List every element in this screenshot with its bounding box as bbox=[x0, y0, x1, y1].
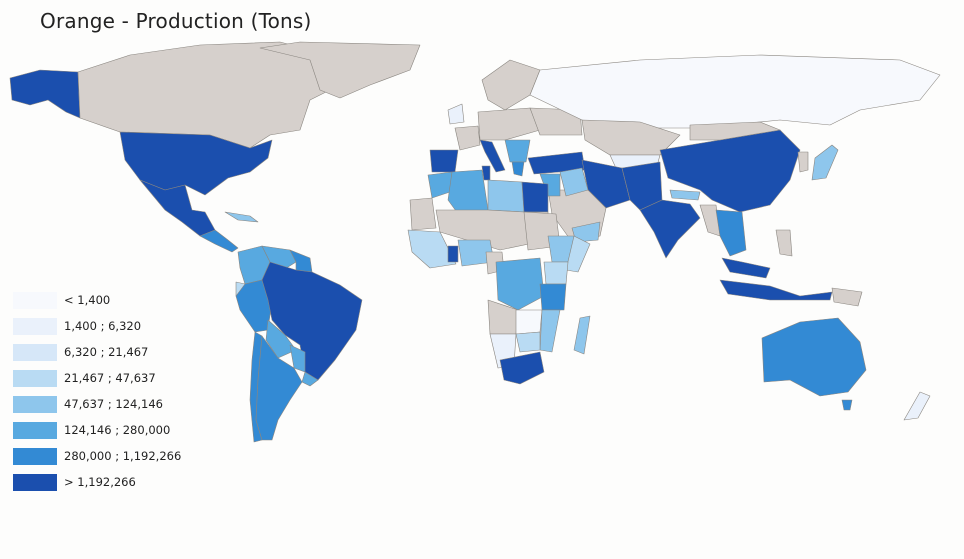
legend-item: 124,146 ; 280,000 bbox=[13, 417, 213, 443]
region-myanmar[interactable] bbox=[699, 204, 721, 237]
region-central-europe[interactable] bbox=[477, 107, 541, 141]
legend-label: 124,146 ; 280,000 bbox=[64, 423, 171, 437]
region-tasmania[interactable] bbox=[841, 399, 853, 411]
legend-item: 21,467 ; 47,637 bbox=[13, 365, 213, 391]
legend-swatch bbox=[13, 421, 57, 439]
region-zambia[interactable] bbox=[515, 309, 543, 335]
legend-item: 47,637 ; 124,146 bbox=[13, 391, 213, 417]
region-west-africa[interactable] bbox=[407, 229, 457, 269]
legend-item: 6,320 ; 21,467 bbox=[13, 339, 213, 365]
legend-label: > 1,192,266 bbox=[64, 475, 136, 489]
map-legend: < 1,400 1,400 ; 6,320 6,320 ; 21,467 21,… bbox=[13, 287, 213, 495]
region-greenland[interactable] bbox=[259, 41, 421, 99]
region-alaska[interactable] bbox=[9, 69, 81, 119]
map-title: Orange - Production (Tons) bbox=[40, 9, 312, 33]
region-nepal-bhutan[interactable] bbox=[669, 189, 701, 201]
region-central-america[interactable] bbox=[199, 229, 239, 253]
region-kenya[interactable] bbox=[543, 261, 569, 285]
region-tanzania[interactable] bbox=[539, 283, 567, 311]
region-uk[interactable] bbox=[447, 103, 465, 125]
region-papua[interactable] bbox=[831, 287, 863, 307]
region-libya[interactable] bbox=[487, 179, 525, 213]
region-egypt[interactable] bbox=[521, 181, 549, 213]
region-zimbabwe[interactable] bbox=[515, 331, 541, 353]
region-western-sahara[interactable] bbox=[409, 197, 437, 231]
legend-item: > 1,192,266 bbox=[13, 469, 213, 495]
region-china[interactable] bbox=[659, 129, 801, 213]
region-ghana[interactable] bbox=[447, 245, 459, 263]
region-uruguay[interactable] bbox=[301, 371, 319, 387]
region-thailand-indochina[interactable] bbox=[715, 209, 747, 257]
region-venezuela[interactable] bbox=[261, 245, 297, 273]
region-cuba[interactable] bbox=[224, 211, 259, 223]
legend-swatch bbox=[13, 369, 57, 387]
region-mongolia[interactable] bbox=[689, 121, 781, 141]
region-russia[interactable] bbox=[529, 54, 941, 129]
region-bolivia[interactable] bbox=[265, 319, 297, 359]
legend-label: 1,400 ; 6,320 bbox=[64, 319, 142, 333]
region-mozambique[interactable] bbox=[539, 309, 561, 353]
region-madagascar[interactable] bbox=[573, 315, 591, 355]
legend-item: 1,400 ; 6,320 bbox=[13, 313, 213, 339]
legend-swatch bbox=[13, 317, 57, 335]
legend-label: 21,467 ; 47,637 bbox=[64, 371, 156, 385]
region-mexico[interactable] bbox=[139, 179, 216, 237]
region-balkans[interactable] bbox=[504, 139, 531, 163]
region-greece[interactable] bbox=[511, 161, 525, 177]
legend-swatch bbox=[13, 343, 57, 361]
legend-swatch bbox=[13, 291, 57, 309]
region-south-africa[interactable] bbox=[499, 351, 545, 385]
region-congo[interactable] bbox=[495, 257, 545, 311]
region-australia[interactable] bbox=[761, 317, 867, 397]
region-malaysia[interactable] bbox=[721, 257, 771, 279]
legend-label: 280,000 ; 1,192,266 bbox=[64, 449, 182, 463]
legend-swatch bbox=[13, 473, 57, 491]
region-korea[interactable] bbox=[797, 151, 809, 173]
legend-swatch bbox=[13, 395, 57, 413]
region-somalia[interactable] bbox=[565, 235, 591, 273]
region-morocco[interactable] bbox=[427, 171, 453, 199]
region-france[interactable] bbox=[454, 125, 481, 151]
region-italy[interactable] bbox=[479, 139, 506, 173]
region-iraq[interactable] bbox=[559, 167, 589, 197]
region-japan[interactable] bbox=[811, 144, 839, 181]
legend-label: 47,637 ; 124,146 bbox=[64, 397, 163, 411]
region-argentina[interactable] bbox=[255, 335, 303, 441]
legend-label: 6,320 ; 21,467 bbox=[64, 345, 149, 359]
region-iberia[interactable] bbox=[429, 149, 459, 173]
legend-swatch bbox=[13, 447, 57, 465]
legend-label: < 1,400 bbox=[64, 293, 111, 307]
region-scandinavia[interactable] bbox=[481, 59, 541, 111]
legend-item: < 1,400 bbox=[13, 287, 213, 313]
region-indonesia[interactable] bbox=[719, 279, 833, 301]
region-philippines[interactable] bbox=[775, 229, 793, 257]
legend-item: 280,000 ; 1,192,266 bbox=[13, 443, 213, 469]
region-india[interactable] bbox=[639, 199, 701, 259]
region-new-zealand[interactable] bbox=[903, 391, 931, 421]
